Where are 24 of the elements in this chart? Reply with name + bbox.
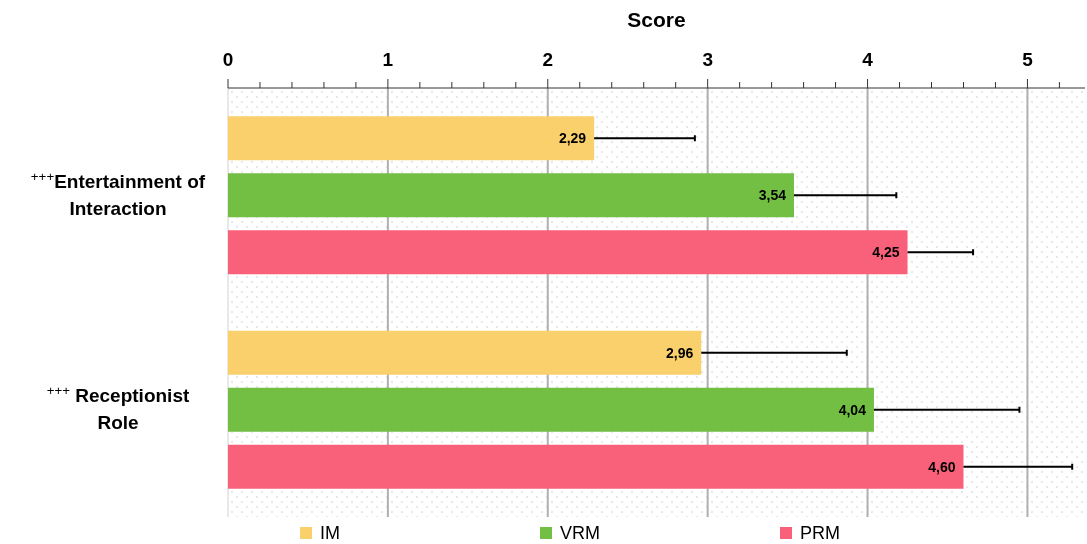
- data-label: 4,25: [872, 244, 900, 261]
- bar: [228, 444, 964, 489]
- x-tick-label: 1: [382, 49, 394, 70]
- data-label: 2,96: [666, 344, 694, 361]
- y-tick-label: $^{+++}$ Receptionist Role: [46, 382, 190, 434]
- bar: [228, 387, 874, 432]
- data-label: 3,54: [758, 187, 787, 204]
- x-tick-label: 2: [542, 49, 554, 70]
- data-label: 4,60: [928, 458, 956, 475]
- y-tick-label: $^{+++}$Entertainment of Interaction: [30, 168, 206, 219]
- data-label: 4,04: [838, 401, 867, 418]
- legend-label: PRM: [800, 523, 840, 543]
- data-label: 2,29: [558, 130, 587, 147]
- chart-title: Score: [627, 8, 686, 31]
- x-tick-label: 0: [222, 49, 234, 70]
- x-tick-label: 3: [702, 49, 713, 70]
- bar: [228, 116, 595, 161]
- legend-label: IM: [320, 523, 340, 543]
- legend-label: VRM: [560, 523, 600, 543]
- bar: [228, 173, 794, 218]
- x-tick-label: 5: [1022, 49, 1034, 70]
- bar: [228, 330, 702, 375]
- x-tick-label: 4: [862, 49, 874, 70]
- bar: [228, 230, 908, 275]
